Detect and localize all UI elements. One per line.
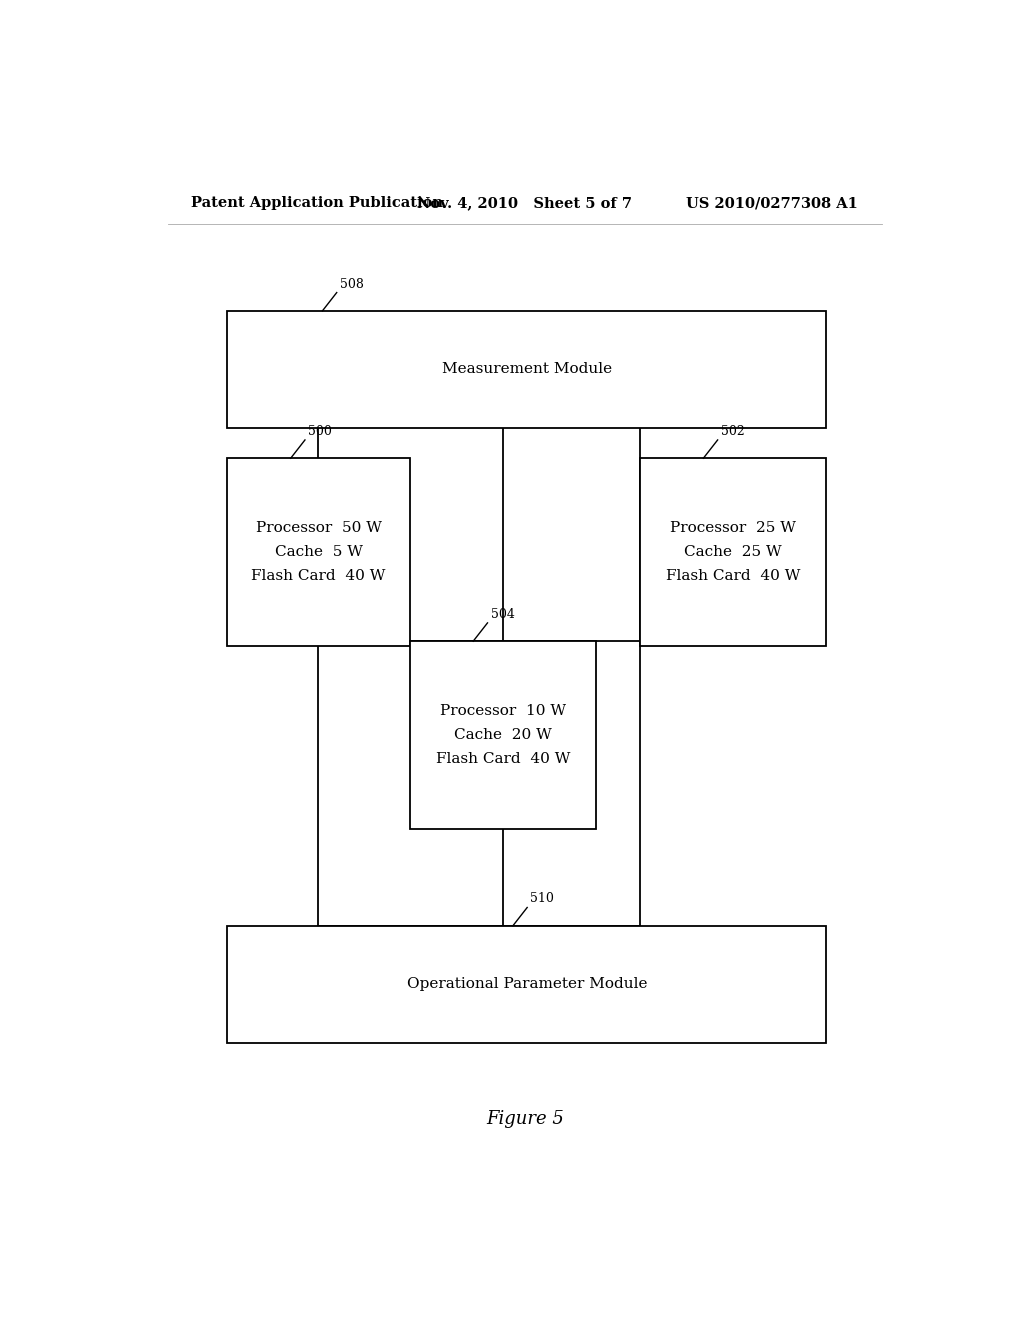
- Bar: [227, 312, 826, 428]
- Text: Processor  10 W
Cache  20 W
Flash Card  40 W: Processor 10 W Cache 20 W Flash Card 40 …: [436, 705, 570, 766]
- Text: Figure 5: Figure 5: [485, 1110, 564, 1127]
- Text: 510: 510: [530, 892, 554, 906]
- Bar: [227, 925, 826, 1043]
- Text: Nov. 4, 2010   Sheet 5 of 7: Nov. 4, 2010 Sheet 5 of 7: [418, 197, 632, 210]
- Text: 508: 508: [340, 277, 364, 290]
- Text: Processor  25 W
Cache  25 W
Flash Card  40 W: Processor 25 W Cache 25 W Flash Card 40 …: [666, 521, 801, 583]
- Text: 500: 500: [308, 425, 332, 438]
- Text: Patent Application Publication: Patent Application Publication: [191, 197, 443, 210]
- Text: 502: 502: [721, 425, 744, 438]
- Text: Operational Parameter Module: Operational Parameter Module: [407, 977, 647, 991]
- Text: 504: 504: [490, 609, 514, 620]
- Text: Processor  50 W
Cache  5 W
Flash Card  40 W: Processor 50 W Cache 5 W Flash Card 40 W: [251, 521, 386, 583]
- Bar: [640, 458, 826, 647]
- Bar: [410, 642, 596, 829]
- Text: US 2010/0277308 A1: US 2010/0277308 A1: [686, 197, 858, 210]
- Bar: [227, 458, 410, 647]
- Text: Measurement Module: Measurement Module: [441, 362, 612, 376]
